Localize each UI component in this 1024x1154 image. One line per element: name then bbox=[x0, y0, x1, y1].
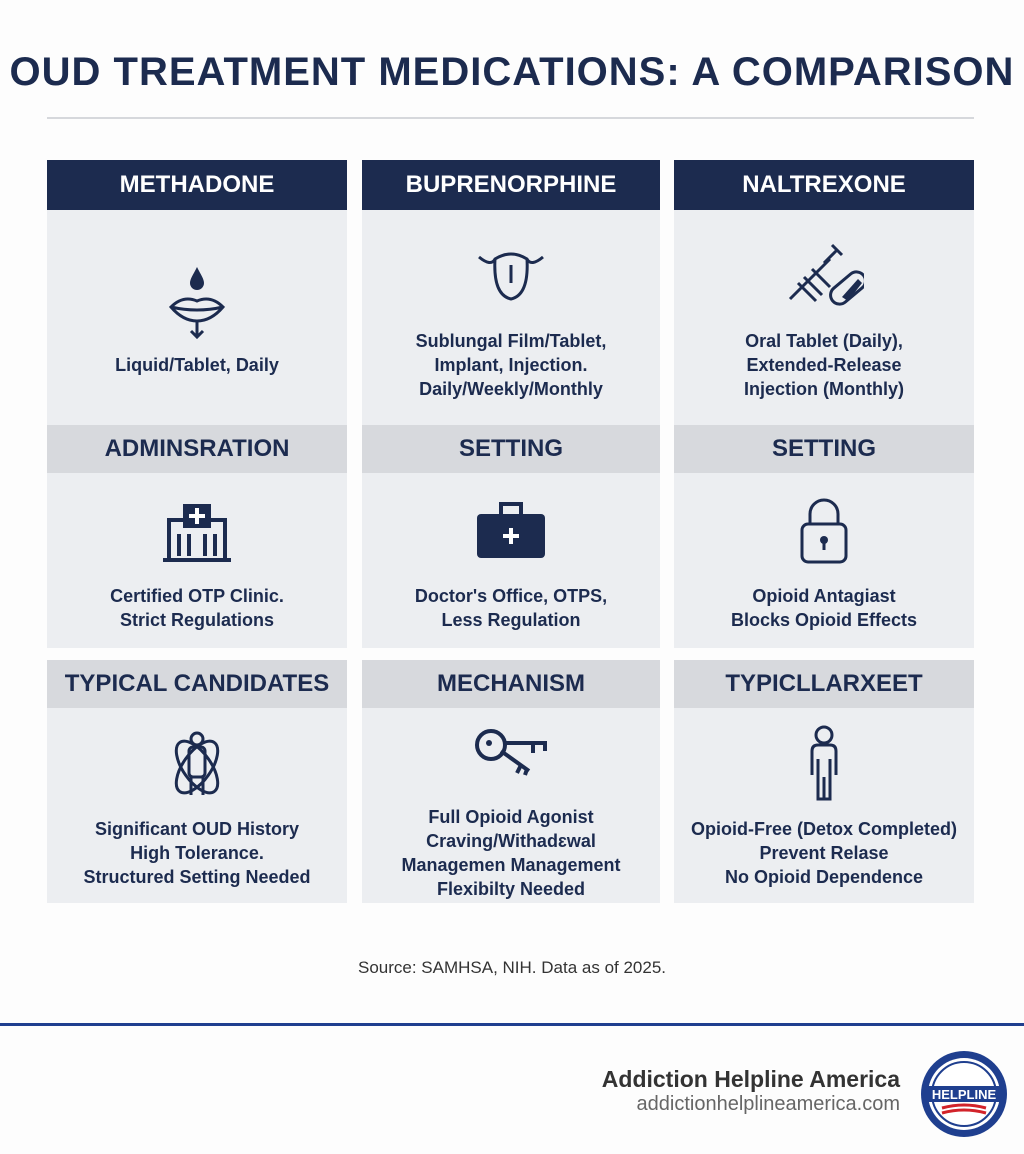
key-icon bbox=[475, 728, 547, 776]
brand-name: Addiction Helpline America bbox=[601, 1066, 900, 1092]
cell-text-line: Doctor's Office, OTPS, bbox=[414, 585, 608, 606]
cell-text-line: Opioid Antagiast bbox=[752, 585, 896, 606]
addiction-helpline-america-logo: HELPLINE bbox=[921, 1051, 1007, 1137]
medical-briefcase-icon bbox=[477, 501, 545, 558]
brand-url[interactable]: addictionhelplineamerica.com bbox=[636, 1093, 900, 1115]
info-cell: Opioid Antagiast Blocks Opioid Effects bbox=[674, 473, 974, 648]
cell-text-line: Craving/Withadɛwal bbox=[426, 830, 596, 851]
cell-text-line: Less Regulation bbox=[441, 609, 581, 630]
cell-text-line: Full Opioid Agonist bbox=[428, 806, 594, 827]
tongue-icon bbox=[478, 252, 544, 301]
column-naltrexone: NALTREXONE Oral Tablet (Daily), Extended-R… bbox=[674, 160, 974, 903]
section-header: ADMINSRATION bbox=[47, 425, 347, 473]
svg-text:HELPLINE: HELPLINE bbox=[932, 1087, 997, 1102]
syringe-pill-icon bbox=[788, 243, 864, 306]
column-buprenorphine: BUPRENORPHINE Sublungal Film/Tablet, Impla… bbox=[362, 160, 660, 903]
cell-text-line: Daily/Weekly/Monthly bbox=[419, 378, 603, 399]
source-note: Source: SAMHSA, NIH. Data as of 2025. bbox=[357, 958, 667, 977]
page-title: OUD TREATMENT MEDICATIONS: A COMPARISON bbox=[9, 50, 1015, 94]
cell-text-line: Certified OTP Clinic. bbox=[110, 585, 284, 606]
info-cell: Certified OTP Clinic. Strict Regulations bbox=[47, 473, 347, 648]
cell-text-line: Structured Setting Needed bbox=[83, 866, 311, 887]
column-header: NALTREXONE bbox=[674, 160, 974, 210]
person-orbit-icon bbox=[174, 731, 220, 795]
cell-text-line: Managemen Management bbox=[401, 854, 621, 875]
section-header: SETTING bbox=[362, 425, 660, 473]
info-cell: Full Opioid Agonist Craving/Withadɛwal Man… bbox=[362, 708, 660, 903]
column-header: BUPRENORPHINE bbox=[362, 160, 660, 210]
cell-text-line: Liquid/Tablet, Daily bbox=[115, 354, 279, 375]
info-cell: Significant OUD History High Tolerance. St… bbox=[47, 708, 347, 903]
info-cell: Oral Tablet (Daily), Extended-Release Inje… bbox=[674, 210, 974, 425]
cell-text-line: Blocks Opioid Effects bbox=[730, 609, 918, 630]
cell-text-line: Opioid-Free (Detox Completed) bbox=[690, 818, 957, 839]
brand-block: Addiction Helpline America addictionhelp… bbox=[602, 1066, 900, 1116]
padlock-icon bbox=[800, 498, 848, 563]
lips-drop-icon bbox=[168, 266, 226, 339]
info-cell: Doctor's Office, OTPS, Less Regulation bbox=[362, 473, 660, 648]
cell-text-line: High Tolerance. bbox=[130, 842, 264, 863]
section-header: TYPICLLARXEET bbox=[674, 660, 974, 708]
cell-text-line: Flexibilty Needed bbox=[436, 878, 586, 899]
person-icon bbox=[810, 725, 838, 800]
footer-divider bbox=[0, 1023, 1024, 1026]
title-divider bbox=[47, 117, 974, 119]
cell-text-line: Prevent Relase bbox=[759, 842, 889, 863]
section-header: MECHANISM bbox=[362, 660, 660, 708]
cell-text-line: Extended-Release bbox=[746, 354, 902, 375]
cell-text-line: Implant, Injection. bbox=[434, 354, 588, 375]
clinic-building-icon bbox=[163, 503, 231, 562]
cell-text-line: Significant OUD History bbox=[94, 818, 300, 839]
cell-text-line: Sublungal Film/Tablet, bbox=[415, 330, 607, 351]
info-cell: Opioid-Free (Detox Completed) Prevent Rel… bbox=[674, 708, 974, 903]
cell-text-line: No Opioid Dependence bbox=[724, 866, 924, 887]
cell-text-line: Injection (Monthly) bbox=[744, 378, 904, 399]
section-header: SETTING bbox=[674, 425, 974, 473]
section-header: TYPICAL CANDIDATES bbox=[47, 660, 347, 708]
cell-text-line: Oral Tablet (Daily), bbox=[745, 330, 903, 351]
info-cell: Sublungal Film/Tablet, Implant, Injection… bbox=[362, 210, 660, 425]
info-cell: Liquid/Tablet, Daily bbox=[47, 210, 347, 425]
cell-text-line: Strict Regulations bbox=[119, 609, 275, 630]
column-methadone: METHADONE Liquid/Tablet, Daily ADMINSRATIO… bbox=[47, 160, 347, 903]
column-header: METHADONE bbox=[47, 160, 347, 210]
